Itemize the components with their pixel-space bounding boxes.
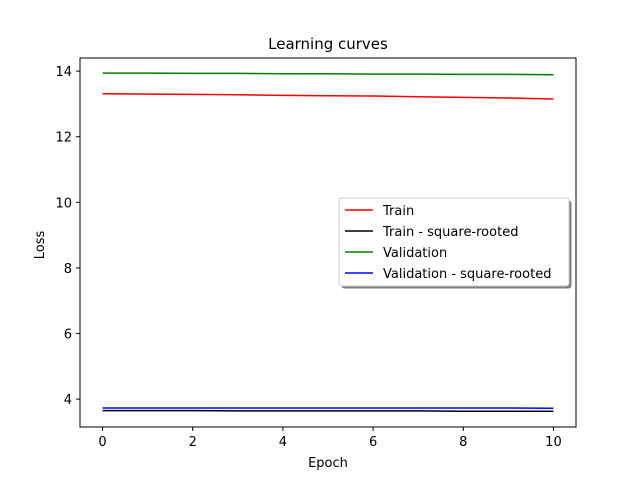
y-tick-label: 10 (55, 196, 72, 211)
y-tick-label: 4 (64, 393, 72, 408)
legend-label-2: Validation (383, 246, 447, 261)
series-line-1 (102, 409, 554, 413)
x-tick-label: 4 (279, 435, 287, 450)
plot-area: 0 2 4 6 8 10 4 6 8 10 12 14 (55, 57, 577, 450)
series-line-0 (102, 93, 554, 100)
x-tick-label: 10 (545, 435, 562, 450)
x-tick-label: 2 (189, 435, 197, 450)
x-tick-label: 6 (369, 435, 377, 450)
legend: Train Train - square-rooted Validation Vali… (338, 197, 572, 289)
x-tick-label: 0 (98, 435, 106, 450)
y-tick-label: 6 (64, 328, 72, 343)
legend-label-1: Train - square-rooted (382, 225, 518, 240)
legend-label-0: Train (382, 204, 414, 219)
x-tick-label: 8 (459, 435, 467, 450)
y-axis-label: Loss (33, 231, 48, 260)
y-tick-label: 8 (64, 262, 72, 277)
x-axis-label: Epoch (308, 456, 348, 471)
chart-title: Learning curves (268, 35, 388, 53)
axes-frame (79, 57, 577, 428)
y-tick-label: 12 (55, 131, 72, 146)
legend-label-3: Validation - square-rooted (383, 267, 551, 282)
series-line-2 (102, 72, 554, 76)
legend-box (338, 197, 570, 287)
y-tick-label: 14 (55, 65, 72, 80)
